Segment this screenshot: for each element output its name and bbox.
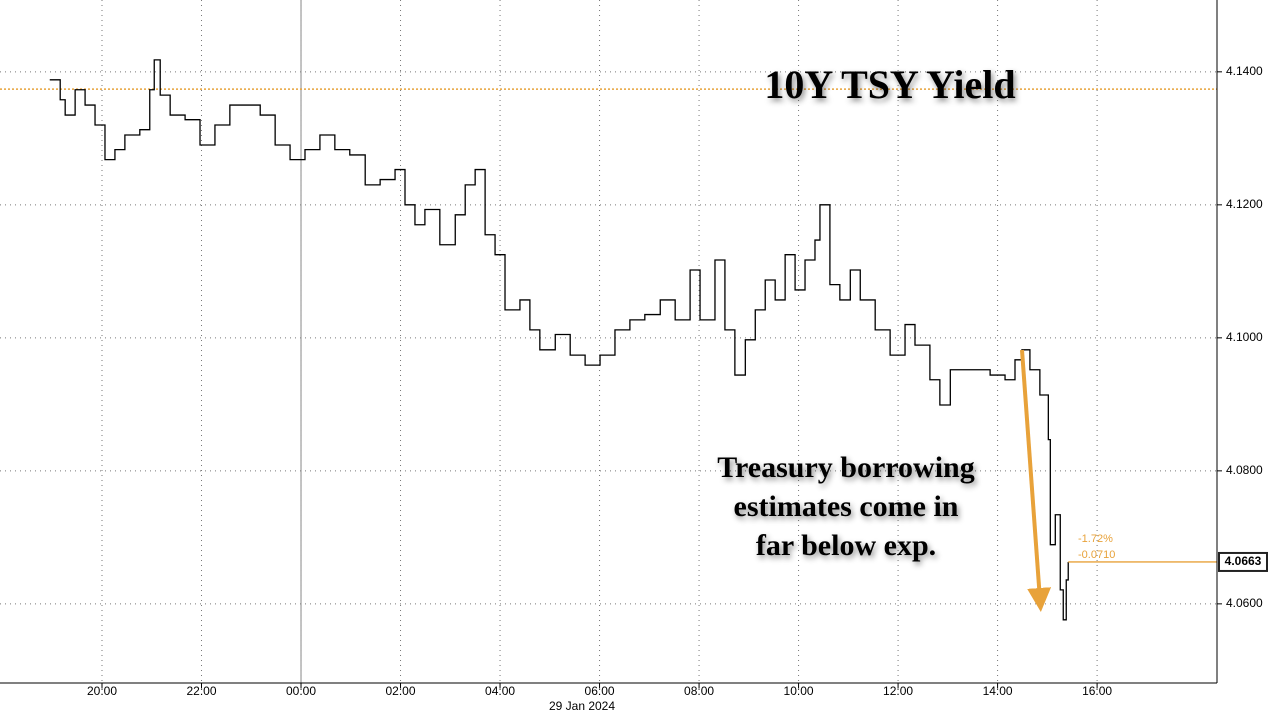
date-label: 29 Jan 2024 (549, 699, 615, 713)
grid (0, 0, 1222, 688)
x-tick-label: 10:00 (784, 684, 814, 698)
chart-title: 10Y TSY Yield (764, 62, 1015, 107)
price-line (49, 59, 1069, 621)
x-tick-label: 22:00 (186, 684, 216, 698)
annotation: Treasury borrowing (717, 451, 975, 484)
change-label: -0.0710 (1078, 549, 1115, 561)
y-tick-label: 4.0600 (1226, 596, 1263, 610)
y-tick-label: 4.1200 (1226, 197, 1263, 211)
x-tick-label: 16:00 (1082, 684, 1112, 698)
x-tick-label: 06:00 (585, 684, 615, 698)
y-tick-label: 4.1000 (1226, 330, 1263, 344)
y-tick-label: 4.1400 (1226, 64, 1263, 78)
plot (49, 59, 1217, 621)
x-tick-label: 14:00 (983, 684, 1013, 698)
arrow (1020, 349, 1052, 612)
annotation: estimates come in (734, 490, 959, 523)
y-tick-label: 4.0800 (1226, 463, 1263, 477)
x-tick-label: 20:00 (87, 684, 117, 698)
x-tick-label: 04:00 (485, 684, 515, 698)
change-label: -1.72% (1078, 533, 1113, 545)
annotation: far below exp. (756, 529, 936, 562)
x-tick-label: 08:00 (684, 684, 714, 698)
last-value-box (1218, 551, 1268, 572)
x-tick-label: 02:00 (386, 684, 416, 698)
last-value-label: 4.0663 (1225, 554, 1262, 568)
x-tick-label: 00:00 (286, 684, 316, 698)
x-tick-label: 12:00 (883, 684, 913, 698)
